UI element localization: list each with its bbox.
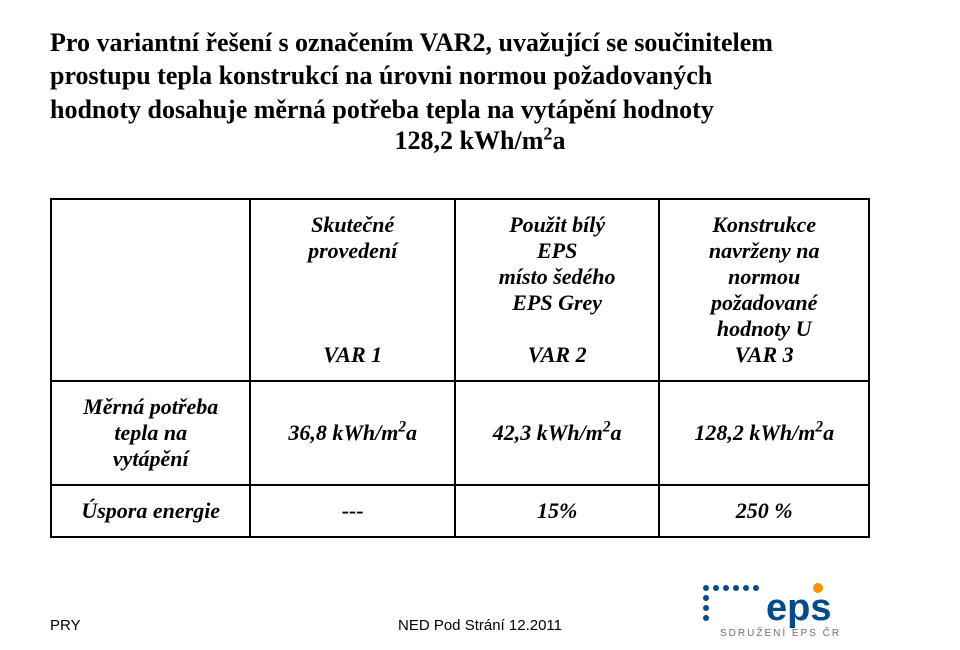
table-col-header-1: Skutečnéprovedení VAR 1 <box>250 199 455 381</box>
logo-text-big: eps <box>766 587 831 629</box>
intro-center-value: 128,2 kWh/m2a <box>50 126 910 156</box>
cell-1-2: 42,3 kWh/m2a <box>455 381 659 485</box>
row-label-2: Úspora energie <box>51 485 250 537</box>
intro-line1-post: uvažující se součinitelem <box>492 28 773 57</box>
table-col-header-3: Konstrukcenavrženy nanormoupožadovanéhod… <box>659 199 869 381</box>
footer-logo: eps SDRUŽENÍ EPS ČR <box>700 580 910 640</box>
intro-line2: prostupu tepla konstrukcí na úrovni norm… <box>50 61 712 90</box>
cell-1-3: 128,2 kWh/m2a <box>659 381 869 485</box>
footer: PRY NED Pod Strání 12.2011 eps SDRUŽENÍ … <box>50 580 910 640</box>
logo-text-small: SDRUŽENÍ EPS ČR <box>720 626 841 639</box>
cell-1-1: 36,8 kWh/m2a <box>250 381 455 485</box>
row-label-1: Měrná potřebatepla navytápění <box>51 381 250 485</box>
footer-left: PRY <box>50 617 81 634</box>
table-row: Měrná potřebatepla navytápění 36,8 kWh/m… <box>51 381 869 485</box>
cell-2-2: 15% <box>455 485 659 537</box>
data-table: Skutečnéprovedení VAR 1 Použit bílýEPSmí… <box>50 198 870 538</box>
eps-logo-icon: eps SDRUŽENÍ EPS ČR <box>700 580 910 640</box>
page: Pro variantní řešení s označením VAR2, u… <box>0 0 960 650</box>
intro-line3: hodnoty dosahuje měrná potřeba tepla na … <box>50 95 714 124</box>
cell-2-3: 250 % <box>659 485 869 537</box>
table-corner <box>51 199 250 381</box>
intro-line1-pre: Pro variantní řešení s označením <box>50 28 420 57</box>
intro-var2: VAR2, <box>420 28 492 57</box>
intro-paragraph: Pro variantní řešení s označením VAR2, u… <box>50 26 910 126</box>
table-header-row: Skutečnéprovedení VAR 1 Použit bílýEPSmí… <box>51 199 869 381</box>
cell-2-1: --- <box>250 485 455 537</box>
table-row: Úspora energie --- 15% 250 % <box>51 485 869 537</box>
footer-center: NED Pod Strání 12.2011 <box>398 617 562 634</box>
table-col-header-2: Použit bílýEPSmísto šedéhoEPS Grey VAR 2 <box>455 199 659 381</box>
